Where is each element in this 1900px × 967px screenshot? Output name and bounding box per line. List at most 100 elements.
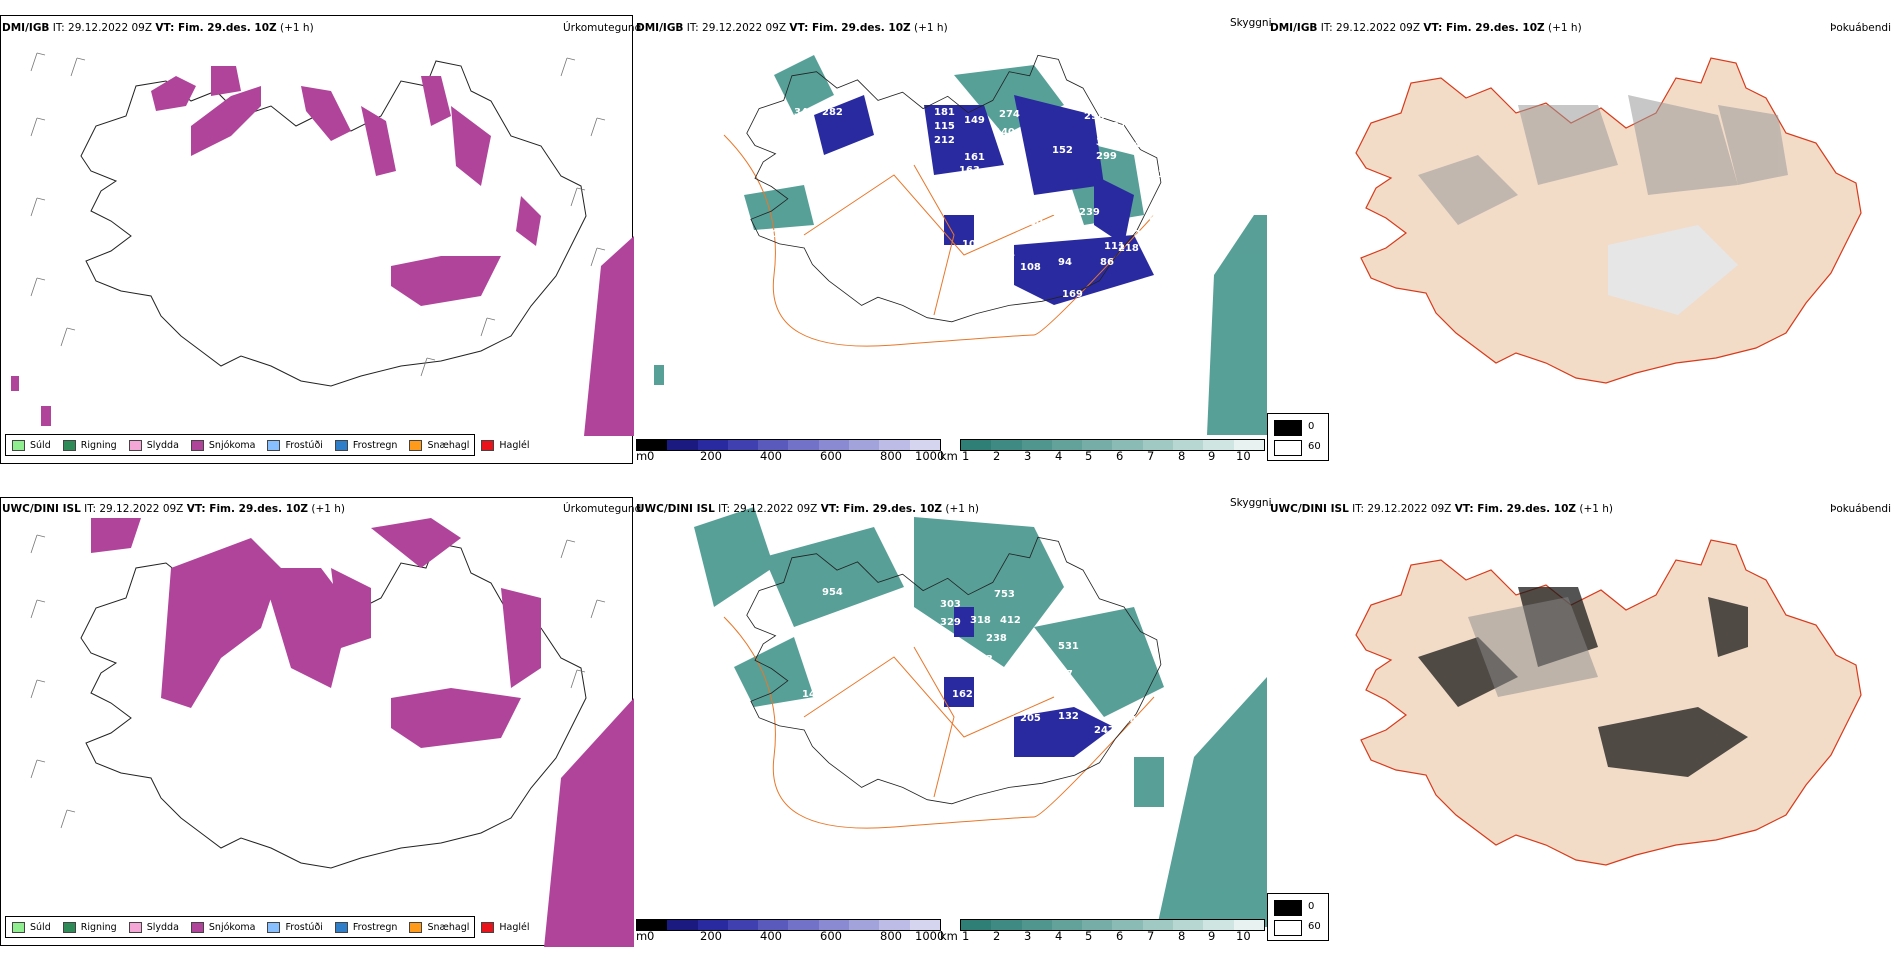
precip-legend-1: Súld Rigning Slydda Snjókoma Frostúði Fr…: [5, 434, 530, 456]
visibility-tick: 7: [1147, 929, 1155, 943]
panel-title: UWC/DINI ISL IT: 29.12.2022 09Z VT: Fim.…: [636, 503, 980, 515]
panel-name: Skyggni: [1230, 497, 1272, 509]
visibility-unit: km: [940, 449, 958, 463]
cloud-label: 231: [1134, 229, 1155, 240]
panel-name: Úrkomutegund: [563, 22, 642, 34]
legend-item: Snæhagl: [409, 921, 469, 933]
cloud-label: 103: [972, 654, 993, 665]
panel-title: DMI/IGB IT: 29.12.2022 09Z VT: Fim. 29.d…: [2, 22, 314, 34]
cloud-base-areas: [944, 607, 1114, 757]
ceiling-tick: 800: [880, 929, 902, 943]
legend-item: Súld: [12, 439, 51, 451]
cloud-label: 115: [934, 121, 955, 132]
visibility-tick: 4: [1055, 929, 1063, 943]
low-visibility-areas: [694, 507, 1267, 927]
cloud-label: 124: [994, 249, 1015, 260]
legend-item: Slydda: [128, 921, 179, 933]
cloud-label: 184: [994, 707, 1015, 718]
roads: [723, 134, 1155, 347]
panel-name: Þokuábendi: [1830, 503, 1891, 515]
cloud-label: 343: [794, 107, 815, 118]
visibility-tick: 9: [1208, 929, 1216, 943]
cloud-label: 282: [822, 107, 843, 118]
ceiling-tick: 400: [760, 929, 782, 943]
ceiling-tick: 600: [820, 929, 842, 943]
legend-item: Snjókoma: [190, 439, 255, 451]
cloud-label: 753: [994, 589, 1015, 600]
cloud-label: 471: [892, 693, 913, 704]
cloud-label: 218: [1118, 243, 1139, 254]
cloud-label: 100: [962, 239, 983, 250]
cloud-label: 140: [994, 127, 1015, 138]
snow-areas: [91, 518, 634, 947]
visibility-tick: 5: [1085, 449, 1093, 463]
cloud-label: 954: [822, 587, 843, 598]
cloud-label: 352: [1096, 137, 1117, 148]
cloud-label: 247: [1094, 725, 1115, 736]
fog-panel-1: [1268, 15, 1900, 485]
cloud-label: 481: [884, 105, 905, 116]
cloud-label: 161: [964, 152, 985, 163]
legend-item: Haglél: [481, 921, 530, 933]
cloud-label: 131: [1044, 207, 1065, 218]
cloud-label: 191: [1144, 169, 1165, 180]
cloud-label: 371: [1112, 121, 1133, 132]
cloud-label: 206: [1159, 197, 1180, 208]
cloud-label: 260: [1022, 217, 1043, 228]
legend-item: Frostregn: [334, 439, 397, 451]
cloud-label: 200: [764, 229, 785, 240]
cloud-label: 94: [1058, 257, 1072, 268]
cloud-label: 108: [1020, 262, 1041, 273]
precip-map-2: [30, 518, 634, 947]
fog-panel-2: [1268, 497, 1900, 967]
ceiling-unit: m: [636, 929, 648, 943]
legend-item: Frostúði: [267, 921, 323, 933]
legend-item: Snæhagl: [409, 439, 469, 451]
panel-name: Þokuábendi: [1830, 22, 1891, 34]
legend-item: Snjókoma: [190, 921, 255, 933]
roads: [723, 616, 1155, 829]
ceiling-colorbar-2: [636, 919, 941, 931]
cloud-base-labels: 954 303 753 329 318 412 238 531 103 162 …: [802, 587, 1137, 736]
visibility-unit: km: [940, 929, 958, 943]
visibility-tick: 1: [962, 929, 970, 943]
ceiling-tick: 1000: [915, 929, 945, 943]
fog-map-1: [1355, 57, 1862, 384]
visibility-tick: 6: [1116, 449, 1124, 463]
ceiling-tick: 600: [820, 449, 842, 463]
visibility-map-2: 954 303 753 329 318 412 238 531 103 162 …: [694, 507, 1267, 927]
cloud-label: 144: [896, 243, 917, 254]
ceiling-tick: 0: [647, 449, 655, 463]
legend-item: Haglél: [481, 439, 530, 451]
cloud-label: 298: [1084, 111, 1105, 122]
visibility-tick: 8: [1178, 929, 1186, 943]
cloud-label: 152: [1052, 145, 1073, 156]
ceiling-tick: 200: [700, 929, 722, 943]
cloud-label: 163: [959, 165, 980, 176]
panel-title: UWC/DINI ISL IT: 29.12.2022 09Z VT: Fim.…: [2, 503, 346, 515]
visibility-tick: 9: [1208, 449, 1216, 463]
snow-areas: [11, 66, 634, 436]
cloud-label: 239: [1079, 207, 1100, 218]
panel-name: Úrkomutegund: [563, 503, 642, 515]
visibility-panel-2: 954 303 753 329 318 412 238 531 103 162 …: [634, 497, 1267, 967]
cloud-label: 257: [1052, 669, 1073, 680]
cloud-label: 284: [1116, 715, 1137, 726]
ceiling-colorbar-1: [636, 439, 941, 451]
cloud-label: 318: [970, 615, 991, 626]
visibility-tick: 8: [1178, 449, 1186, 463]
precip-type-panel-2: Súld Rigning Slydda Snjókoma Frostúði Fr…: [0, 497, 634, 947]
ceiling-tick: 1000: [915, 449, 945, 463]
legend-item: Rigning: [62, 921, 117, 933]
cloud-base-areas: [814, 95, 1154, 305]
cloud-label: 149: [964, 115, 985, 126]
cloud-label: 274: [999, 109, 1020, 120]
fog-intensity: [1418, 95, 1788, 225]
cloud-label: 848: [859, 143, 880, 154]
visibility-map-1: 343 282 481 181 115 212 149 274 325 161 …: [654, 54, 1267, 435]
visibility-tick: 10: [1236, 929, 1251, 943]
fog-legend-1: 0 60: [1267, 413, 1329, 461]
ceiling-tick: 0: [647, 929, 655, 943]
cloud-label: 329: [940, 617, 961, 628]
visibility-colorbar-2: [960, 919, 1265, 931]
